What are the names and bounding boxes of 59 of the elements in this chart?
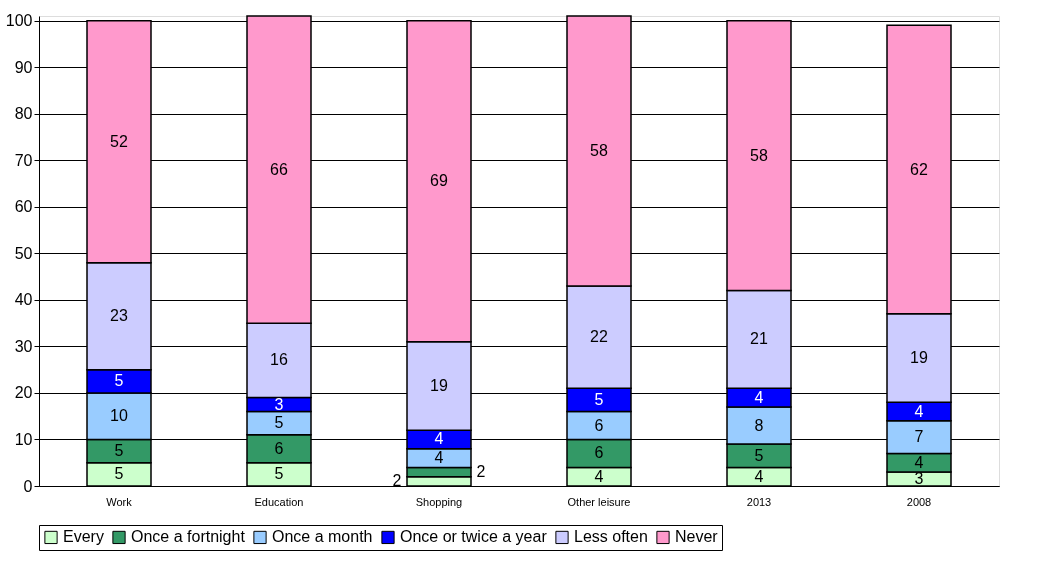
data-label: 4: [434, 449, 444, 467]
x-tick-label: Shopping: [415, 495, 463, 508]
data-label: 6: [594, 416, 604, 434]
y-tick-label: 0: [23, 477, 33, 495]
legend-label: Once or twice a year: [400, 528, 548, 546]
data-label: 69: [430, 172, 448, 190]
data-label: 4: [914, 453, 924, 471]
y-tick-label: 30: [14, 337, 33, 355]
data-label: 21: [750, 330, 768, 348]
x-tick-label: Work: [106, 495, 133, 508]
data-label: 6: [274, 439, 284, 457]
y-tick-label: 60: [14, 198, 33, 216]
x-tick-label: Education: [254, 495, 304, 508]
y-tick-label: 80: [14, 105, 33, 123]
data-label: 5: [274, 465, 284, 483]
data-label: 5: [114, 372, 124, 390]
y-tick-label: 50: [14, 244, 33, 262]
data-label: 22: [590, 328, 608, 346]
data-label: 66: [270, 160, 288, 178]
x-tick-label: 2008: [906, 495, 932, 508]
data-label: 6: [594, 444, 604, 462]
y-tick-label: 70: [14, 151, 33, 169]
y-tick-label: 40: [14, 291, 33, 309]
y-tick-label: 100: [5, 12, 33, 30]
data-label: 58: [590, 141, 608, 159]
data-label: 7: [914, 428, 924, 446]
data-label: 8: [754, 416, 764, 434]
data-label: 5: [754, 446, 764, 464]
data-label: 2: [392, 472, 402, 490]
legend-label: Every: [63, 528, 104, 546]
legend-label: Once a fortnight: [131, 528, 246, 546]
data-label: 3: [274, 395, 284, 413]
legend-label: Once a month: [272, 528, 373, 546]
data-label: 5: [594, 390, 604, 408]
data-label: 19: [910, 349, 928, 367]
data-label: 3: [914, 470, 924, 488]
x-tick-label: Other leisure: [567, 495, 631, 508]
legend-label: Never: [675, 528, 719, 546]
data-label: 58: [750, 146, 768, 164]
data-label: 19: [430, 376, 448, 394]
x-tick-label: 2013: [746, 495, 772, 508]
data-label: 23: [110, 307, 128, 325]
data-label: 4: [434, 430, 444, 448]
data-label: 4: [594, 467, 604, 485]
y-tick-label: 20: [14, 384, 33, 402]
data-label: 5: [114, 442, 124, 460]
legend-label: Less often: [574, 528, 648, 546]
data-label: 4: [914, 402, 924, 420]
data-label: 16: [270, 351, 288, 369]
data-label: 4: [754, 388, 764, 406]
data-label: 4: [754, 467, 764, 485]
y-tick-label: 90: [14, 58, 33, 76]
data-label: 62: [910, 160, 928, 178]
data-label: 52: [110, 132, 128, 150]
data-label: 5: [274, 414, 284, 432]
data-label: 2: [476, 463, 486, 481]
data-label: 5: [114, 465, 124, 483]
data-label: 10: [110, 407, 128, 425]
y-tick-label: 10: [14, 430, 33, 448]
